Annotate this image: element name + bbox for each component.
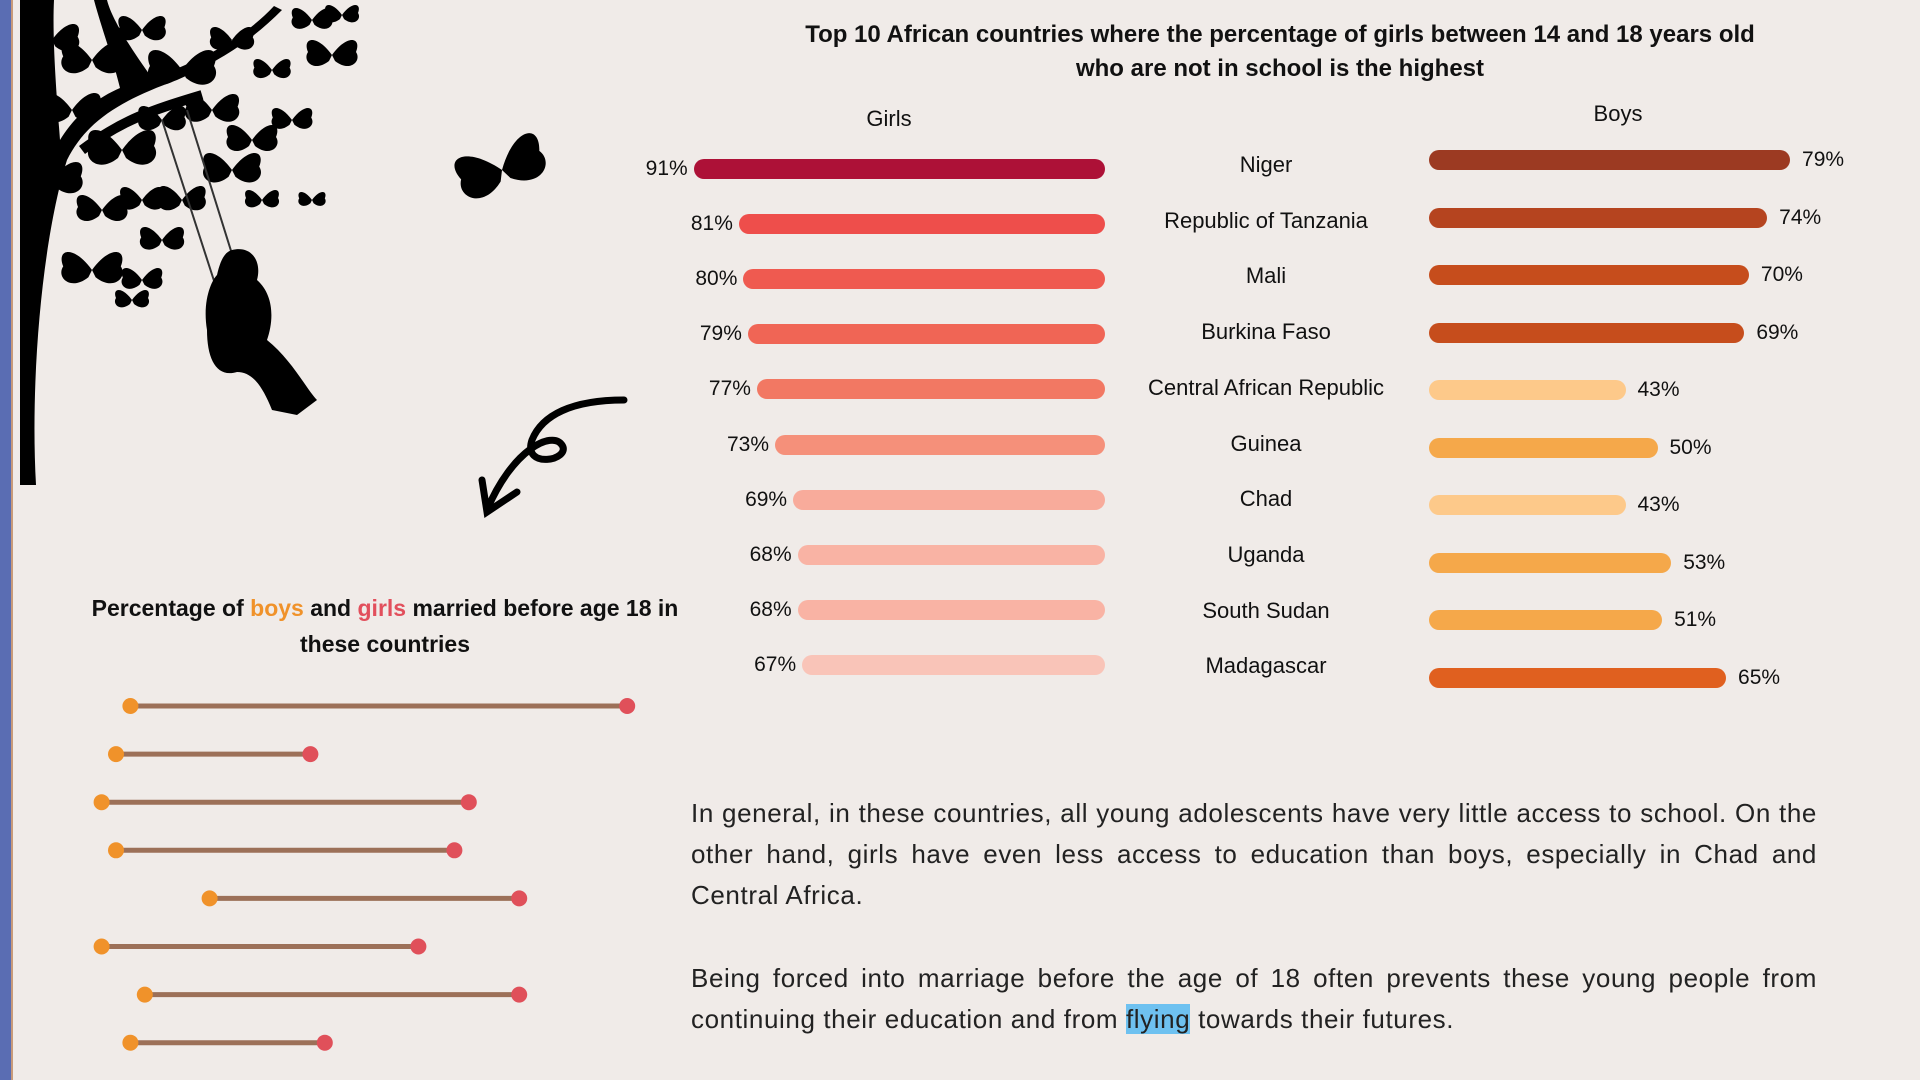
title-text: married before age 18 in these countries xyxy=(300,595,679,657)
boys-column-header: Boys xyxy=(1593,101,1643,126)
paragraph-marriage: Being forced into marriage before the ag… xyxy=(691,958,1817,1040)
girls-dot xyxy=(446,842,463,859)
highlighted-word: flying xyxy=(1125,1004,1191,1034)
butterfly-icon xyxy=(451,130,551,204)
boys-dot xyxy=(108,746,124,763)
country-label: Chad xyxy=(1239,486,1293,512)
girls-dot xyxy=(511,890,528,907)
girls-bar xyxy=(756,379,1105,400)
girls-bar xyxy=(693,159,1105,179)
marriage-chart-title: Percentage of boys and girls married bef… xyxy=(90,590,680,662)
girls-bar xyxy=(797,599,1105,620)
girls-bar xyxy=(775,434,1105,455)
girls-value-label: 80% xyxy=(695,267,738,291)
boys-value-label: 53% xyxy=(1683,550,1726,574)
country-label: Republic of Tanzania xyxy=(1164,207,1368,233)
boys-bar xyxy=(1429,150,1791,170)
curved-arrow-icon xyxy=(478,396,628,518)
boys-value-label: 50% xyxy=(1669,435,1712,459)
boys-bar xyxy=(1429,552,1672,573)
country-label: Niger xyxy=(1239,152,1293,177)
boys-bar xyxy=(1429,667,1727,688)
boys-dot xyxy=(122,1034,139,1051)
girls-bar xyxy=(802,654,1105,675)
boys-bar xyxy=(1429,610,1663,630)
paragraph-text: towards their futures. xyxy=(1190,1004,1455,1034)
boys-value-label: 43% xyxy=(1637,493,1680,516)
boys-dot xyxy=(93,938,110,955)
boys-bar xyxy=(1429,265,1749,285)
country-label: Uganda xyxy=(1227,541,1305,567)
girls-value-label: 79% xyxy=(699,322,742,346)
boys-value-label: 51% xyxy=(1674,608,1717,631)
boys-bar xyxy=(1429,322,1745,343)
boys-dot xyxy=(93,794,110,811)
left-edge-strip xyxy=(0,0,13,1080)
boys-dot xyxy=(122,698,139,714)
boys-bar xyxy=(1429,495,1626,515)
girls-bar xyxy=(797,544,1105,565)
boys-dot xyxy=(136,986,153,1003)
boys-value-label: 74% xyxy=(1779,205,1822,229)
country-label: Burkina Faso xyxy=(1201,319,1331,345)
girls-bar xyxy=(793,489,1105,510)
school-chart-title: Top 10 African countries where the perce… xyxy=(805,21,1755,82)
girls-dot xyxy=(511,986,528,1003)
title-boys-word: boys xyxy=(250,595,304,621)
paragraph-text: Being forced into marriage before the ag… xyxy=(691,963,1817,1034)
boys-value-label: 79% xyxy=(1802,148,1845,171)
title-text: Percentage of xyxy=(91,595,251,621)
girls-value-label: 91% xyxy=(645,157,688,180)
girls-dot xyxy=(302,746,319,763)
girls-dot xyxy=(619,698,636,714)
butterfly-cluster-icons xyxy=(21,5,360,308)
boys-value-label: 69% xyxy=(1756,320,1799,344)
boys-dot xyxy=(201,890,218,907)
girls-value-label: 68% xyxy=(749,597,792,621)
girls-column-header: Girls xyxy=(866,106,912,131)
girls-value-label: 69% xyxy=(745,487,788,511)
country-label: Mali xyxy=(1245,263,1287,289)
country-label: Central African Republic xyxy=(1147,374,1384,400)
boys-bar xyxy=(1429,437,1658,458)
tree-swing-illustration xyxy=(20,0,628,518)
country-label: Guinea xyxy=(1230,430,1302,456)
girls-bar xyxy=(743,269,1105,290)
boys-dot xyxy=(108,842,124,859)
girls-value-label: 68% xyxy=(749,542,792,566)
country-label: Madagascar xyxy=(1205,653,1327,679)
girls-dot xyxy=(460,794,477,811)
boys-value-label: 70% xyxy=(1760,263,1803,286)
country-label: South Sudan xyxy=(1202,597,1330,623)
girls-value-label: 73% xyxy=(727,432,770,456)
child-on-swing-icon xyxy=(161,109,317,415)
girls-value-label: 81% xyxy=(690,212,733,236)
girls-dot xyxy=(410,938,427,955)
girls-dot xyxy=(316,1034,333,1051)
title-girls-word: girls xyxy=(357,595,407,621)
girls-value-label: 77% xyxy=(708,377,751,401)
boys-value-label: 43% xyxy=(1637,378,1680,401)
girls-value-label: 67% xyxy=(754,652,797,676)
marriage-dumbbell-chart xyxy=(93,698,636,1051)
boys-bar xyxy=(1429,207,1768,228)
boys-value-label: 65% xyxy=(1738,665,1781,689)
boys-bar xyxy=(1429,380,1626,400)
title-text: and xyxy=(303,595,358,621)
paragraph-access: In general, in these countries, all youn… xyxy=(691,798,1817,910)
girls-bar xyxy=(747,324,1105,345)
girls-bar xyxy=(738,214,1105,235)
